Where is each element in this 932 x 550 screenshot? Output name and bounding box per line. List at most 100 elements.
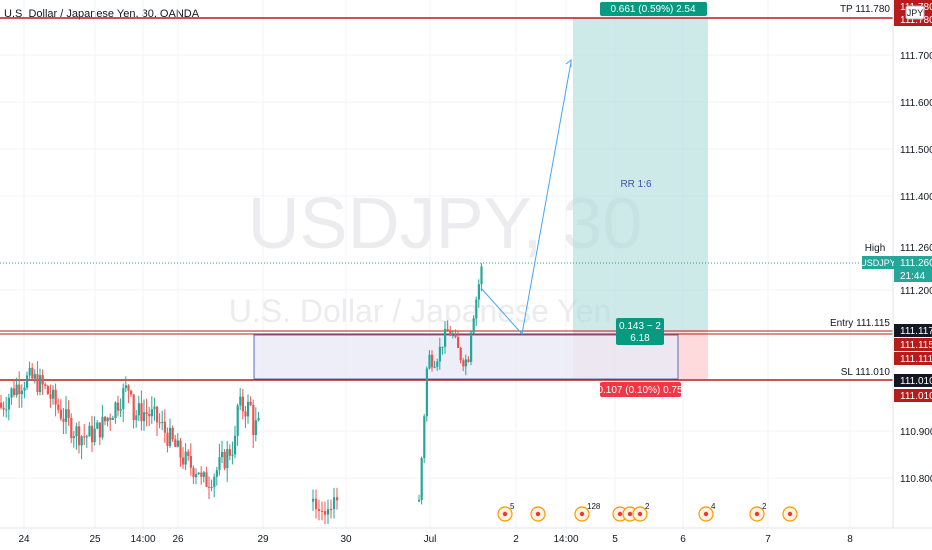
candle bbox=[215, 470, 218, 477]
candle bbox=[249, 401, 252, 405]
candle bbox=[7, 397, 10, 410]
candle bbox=[161, 421, 164, 423]
candle bbox=[78, 426, 81, 446]
candle bbox=[228, 449, 231, 456]
last-price-tag-bg bbox=[894, 256, 932, 282]
candle bbox=[333, 497, 336, 510]
sl-dark-tag-bg bbox=[894, 374, 932, 387]
candle bbox=[31, 367, 34, 379]
event-count: 2 bbox=[645, 502, 650, 511]
event-marker-dot bbox=[787, 511, 793, 517]
candle bbox=[88, 425, 91, 437]
tp-tag-2: 111.780 bbox=[900, 15, 932, 26]
candle bbox=[423, 416, 426, 459]
time-tick-label: 24 bbox=[18, 534, 30, 545]
take-profit-zone bbox=[573, 18, 708, 331]
candle bbox=[324, 511, 327, 515]
candle bbox=[137, 403, 140, 416]
candle bbox=[470, 332, 473, 362]
stop-badge-bg bbox=[600, 382, 681, 397]
candle bbox=[464, 359, 467, 367]
time-tick-label: 25 bbox=[89, 534, 101, 545]
candles bbox=[0, 263, 483, 525]
candle bbox=[59, 409, 62, 419]
candle bbox=[140, 403, 143, 422]
candle bbox=[210, 487, 213, 489]
candle bbox=[192, 467, 195, 478]
candle bbox=[451, 334, 454, 336]
candle bbox=[54, 389, 57, 405]
candle bbox=[428, 354, 431, 369]
candle bbox=[18, 384, 21, 395]
time-tick-label: 26 bbox=[172, 534, 184, 545]
candle bbox=[70, 417, 73, 439]
event-count: 128 bbox=[587, 502, 601, 511]
candle bbox=[420, 458, 423, 500]
candle bbox=[145, 412, 148, 414]
candle bbox=[239, 396, 242, 406]
candle bbox=[163, 421, 166, 433]
candle bbox=[431, 354, 434, 368]
candle bbox=[127, 385, 130, 391]
candle bbox=[467, 359, 470, 362]
qty-badge-bg[interactable] bbox=[616, 318, 664, 345]
candle bbox=[446, 328, 449, 332]
events-row: 5 128 2 4 2 bbox=[497, 502, 798, 522]
price-scale: 111.700 111.600 111.500 111.400 111.200 110.9… bbox=[900, 51, 932, 485]
candle bbox=[49, 394, 52, 399]
time-tick-label: 8 bbox=[847, 534, 853, 545]
grid bbox=[0, 0, 893, 528]
price-tick-label: 110.800 bbox=[900, 474, 932, 485]
candle bbox=[109, 417, 112, 420]
time-tick-label: 14:00 bbox=[553, 534, 578, 545]
candle bbox=[425, 368, 428, 417]
currency-button-bg[interactable] bbox=[905, 5, 925, 20]
candle bbox=[315, 498, 318, 510]
chart-title: U.S. Dollar / Japanese Yen, 30, OANDA bbox=[4, 8, 200, 20]
candle bbox=[20, 390, 23, 395]
candle bbox=[104, 416, 107, 422]
candle bbox=[202, 472, 205, 477]
candle bbox=[80, 436, 83, 446]
event-count: 4 bbox=[711, 502, 716, 511]
candle bbox=[57, 404, 60, 410]
candle bbox=[13, 388, 16, 396]
candle bbox=[62, 418, 65, 422]
entry-label: Entry 111.115 bbox=[830, 318, 890, 329]
time-tick-label: 6 bbox=[680, 534, 686, 545]
last-price-tag: 111.260 bbox=[900, 258, 932, 269]
time-tick-label: 5 bbox=[612, 534, 618, 545]
candle bbox=[166, 432, 169, 446]
tag-111-bg bbox=[894, 352, 932, 365]
price-tick-label: 111.700 bbox=[900, 51, 932, 62]
candle bbox=[449, 331, 452, 336]
candle bbox=[234, 435, 237, 455]
candle bbox=[39, 375, 42, 393]
candle bbox=[91, 425, 94, 443]
candle bbox=[195, 474, 198, 478]
candle bbox=[33, 374, 36, 379]
time-tick-label: 14:00 bbox=[130, 534, 155, 545]
candle bbox=[327, 508, 330, 515]
symbol-tag: USDJPY bbox=[860, 258, 896, 268]
event-count: 2 bbox=[762, 502, 767, 511]
candle bbox=[117, 402, 120, 411]
candle bbox=[169, 427, 172, 446]
candle bbox=[475, 299, 478, 319]
candle bbox=[218, 457, 221, 471]
projection-arrow bbox=[480, 61, 572, 336]
candle bbox=[153, 406, 156, 410]
candle bbox=[462, 360, 465, 367]
high-price: 111.260 bbox=[900, 243, 932, 254]
candle bbox=[150, 409, 153, 417]
candle bbox=[254, 420, 257, 435]
price-tick-label: 111.400 bbox=[900, 192, 932, 203]
sl-red-tag: 111.010 bbox=[900, 391, 932, 402]
symbol-tag-bg bbox=[862, 256, 894, 269]
candle bbox=[132, 394, 135, 421]
time-scale: 24 25 14:00 26 29 30 Jul 2 14:00 5 6 7 8 bbox=[18, 534, 853, 545]
candle bbox=[312, 498, 315, 502]
event-marker-dot bbox=[617, 511, 623, 517]
